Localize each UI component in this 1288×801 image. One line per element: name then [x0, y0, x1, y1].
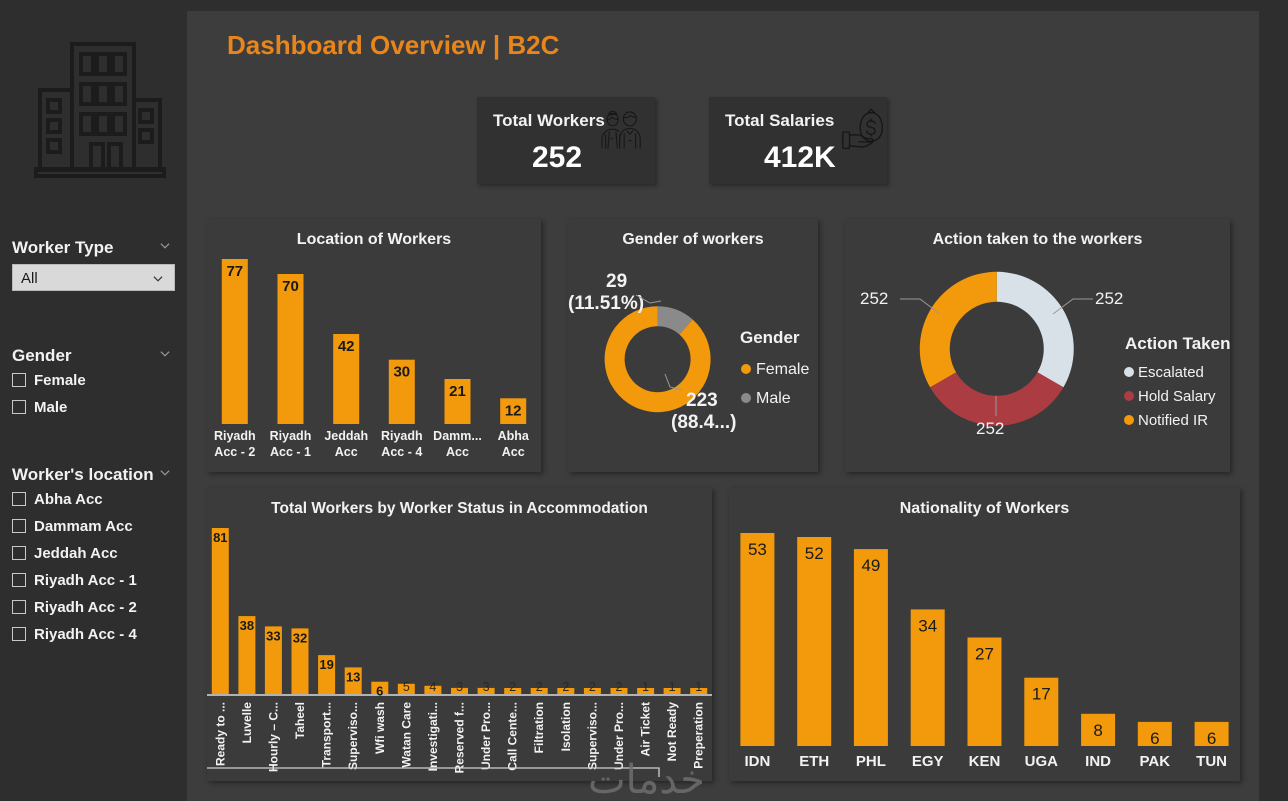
svg-text:PHL: PHL [856, 753, 886, 770]
svg-text:77: 77 [226, 263, 243, 280]
svg-text:Superviso...: Superviso... [346, 702, 360, 770]
svg-text:3: 3 [483, 680, 490, 694]
svg-text:2: 2 [616, 680, 623, 694]
svg-text:Hourly – C...: Hourly – C... [266, 702, 280, 772]
svg-text:6: 6 [1207, 729, 1216, 748]
svg-text:Under Pro...: Under Pro... [612, 702, 626, 770]
svg-text:Acc: Acc [446, 445, 469, 459]
svg-text:53: 53 [748, 540, 767, 559]
svg-text:Wfi wash: Wfi wash [373, 702, 387, 754]
svg-text:2: 2 [589, 680, 596, 694]
svg-text:Reserved f...: Reserved f... [453, 702, 467, 773]
svg-text:Jeddah: Jeddah [324, 429, 368, 443]
svg-text:2: 2 [509, 680, 516, 694]
svg-text:13: 13 [346, 669, 360, 684]
svg-text:Ready to ...: Ready to ... [213, 702, 227, 766]
svg-text:252: 252 [860, 289, 888, 308]
svg-text:(88.4...): (88.4...) [671, 412, 736, 433]
svg-text:IDN: IDN [744, 753, 770, 770]
svg-text:Male: Male [756, 390, 791, 407]
svg-text:52: 52 [805, 544, 824, 563]
svg-text:2: 2 [562, 680, 569, 694]
svg-text:Air Ticket: Air Ticket [639, 702, 653, 756]
svg-text:Riyadh: Riyadh [270, 429, 312, 443]
svg-text:42: 42 [338, 338, 355, 355]
svg-text:1: 1 [695, 680, 702, 694]
svg-text:Under Pro...: Under Pro... [479, 702, 493, 770]
svg-text:Riyadh: Riyadh [214, 429, 256, 443]
svg-text:Riyadh: Riyadh [381, 429, 423, 443]
svg-text:32: 32 [293, 630, 307, 645]
svg-text:KEN: KEN [969, 753, 1001, 770]
svg-text:Hold Salary: Hold Salary [1138, 388, 1216, 405]
svg-text:Acc: Acc [502, 445, 525, 459]
svg-text:ETH: ETH [799, 753, 829, 770]
svg-text:223: 223 [686, 390, 718, 411]
svg-text:Call Cente...: Call Cente... [506, 702, 520, 771]
svg-text:38: 38 [240, 618, 254, 633]
svg-text:Action Taken: Action Taken [1125, 334, 1230, 353]
svg-text:Acc - 4: Acc - 4 [381, 445, 422, 459]
svg-text:8: 8 [1093, 721, 1102, 740]
svg-text:Isolation: Isolation [559, 702, 573, 751]
svg-text:21: 21 [449, 383, 466, 400]
svg-text:Filtration: Filtration [532, 702, 546, 753]
svg-text:Abha: Abha [498, 429, 530, 443]
svg-text:6: 6 [1150, 729, 1159, 748]
svg-text:TUN: TUN [1196, 753, 1227, 770]
svg-text:4: 4 [429, 680, 436, 694]
svg-text:49: 49 [861, 556, 880, 575]
svg-text:19: 19 [319, 657, 333, 672]
svg-text:Investigati...: Investigati... [426, 702, 440, 771]
svg-text:PAK: PAK [1140, 753, 1171, 770]
svg-text:2: 2 [536, 680, 543, 694]
svg-text:Luvelle: Luvelle [240, 702, 254, 744]
svg-text:Watan Care: Watan Care [399, 702, 413, 768]
svg-text:Gender: Gender [740, 328, 800, 347]
svg-text:81: 81 [213, 530, 227, 545]
svg-text:Preperation: Preperation [692, 702, 706, 769]
svg-text:30: 30 [393, 364, 410, 381]
svg-text:Not Ready: Not Ready [665, 702, 679, 762]
svg-text:Acc: Acc [335, 445, 358, 459]
svg-text:(11.51%): (11.51%) [568, 293, 644, 314]
svg-text:33: 33 [266, 628, 280, 643]
svg-text:Acc - 2: Acc - 2 [214, 445, 255, 459]
svg-text:1: 1 [642, 680, 649, 694]
svg-text:34: 34 [918, 616, 937, 635]
svg-text:Transport...: Transport... [320, 702, 334, 767]
svg-text:Acc - 1: Acc - 1 [270, 445, 311, 459]
svg-text:UGA: UGA [1025, 753, 1059, 770]
svg-text:Escalated: Escalated [1138, 364, 1204, 381]
svg-text:Notified IR: Notified IR [1138, 412, 1208, 429]
svg-text:17: 17 [1032, 685, 1051, 704]
svg-text:5: 5 [403, 680, 410, 694]
svg-text:29: 29 [606, 271, 627, 292]
svg-text:70: 70 [282, 278, 299, 295]
svg-text:12: 12 [505, 402, 522, 419]
svg-text:Female: Female [756, 361, 809, 378]
svg-text:EGY: EGY [912, 753, 944, 770]
svg-text:Damm...: Damm... [433, 429, 482, 443]
svg-text:27: 27 [975, 645, 994, 664]
svg-text:1: 1 [669, 680, 676, 694]
svg-text:3: 3 [456, 680, 463, 694]
svg-text:252: 252 [1095, 289, 1123, 308]
svg-text:6: 6 [376, 684, 383, 699]
svg-text:252: 252 [976, 419, 1004, 438]
svg-text:Superviso...: Superviso... [585, 702, 599, 770]
svg-text:Taheel: Taheel [293, 702, 307, 739]
svg-text:IND: IND [1085, 753, 1111, 770]
